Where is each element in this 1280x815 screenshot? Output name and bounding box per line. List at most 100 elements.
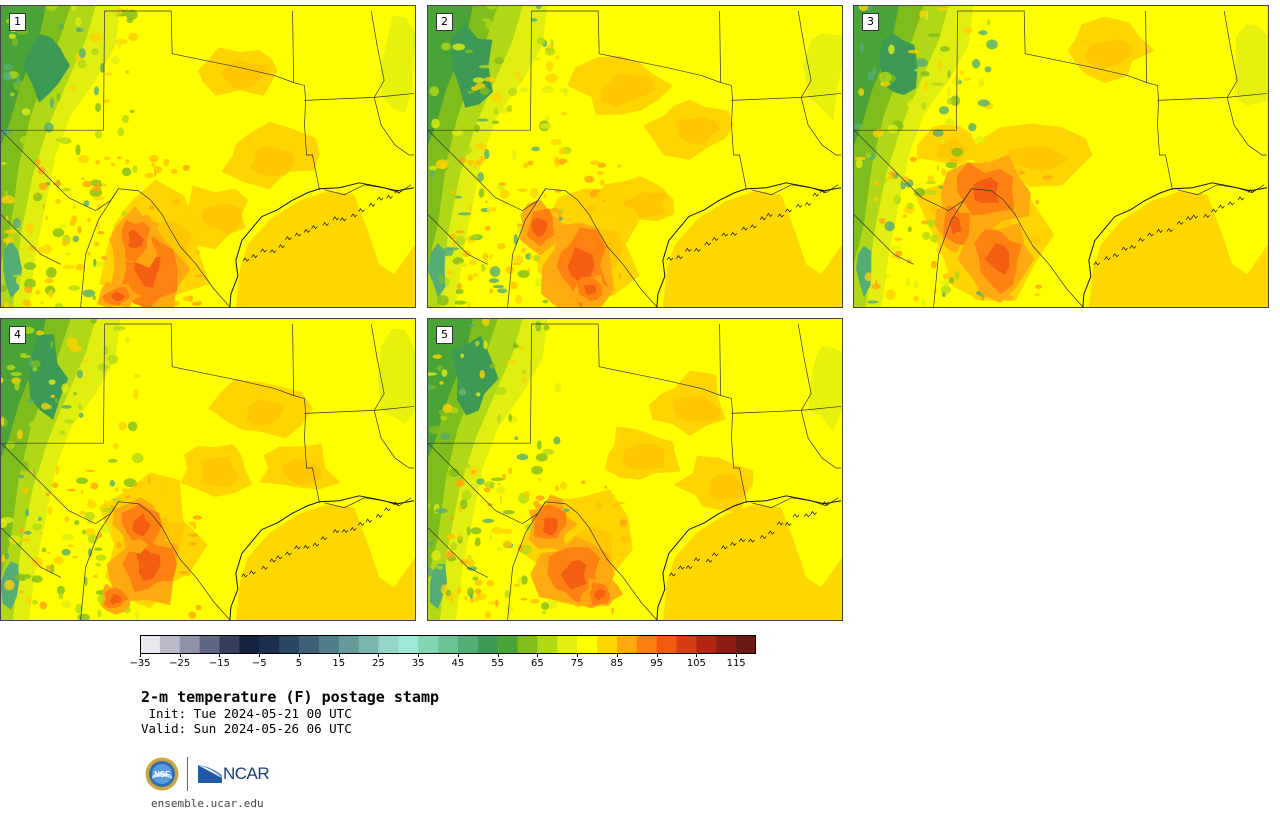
hot-speckle	[194, 274, 204, 278]
terrain-speckle	[553, 436, 561, 445]
very-hot-region	[110, 593, 122, 605]
hot-speckle	[508, 467, 513, 475]
colorbar-tick-label: 115	[726, 658, 746, 669]
colorbar-bin	[378, 635, 399, 654]
terrain-speckle	[97, 609, 102, 618]
coastline-detail	[294, 545, 301, 550]
terrain-speckle	[496, 486, 506, 495]
state-border	[797, 10, 812, 98]
hot-speckle	[464, 596, 468, 601]
terrain-speckle	[532, 254, 539, 262]
terrain-speckle	[75, 603, 84, 614]
hot-speckle	[510, 262, 521, 266]
terrain-speckle	[963, 77, 972, 81]
coastline-detail	[375, 513, 383, 518]
member-label-4: 4	[9, 326, 26, 344]
colorbar-tick-label: 25	[372, 658, 385, 669]
coastline-detail	[792, 513, 800, 518]
hot-speckle	[38, 182, 48, 191]
terrain-speckle	[457, 262, 469, 267]
cool-region	[380, 15, 415, 113]
source-url: ensemble.ucar.edu	[151, 797, 264, 810]
terrain-speckle	[446, 269, 453, 276]
hot-speckle	[67, 544, 74, 548]
hot-speckle	[188, 611, 197, 619]
state-border	[1, 442, 231, 620]
hot-speckle	[122, 488, 128, 492]
hot-speckle	[85, 469, 96, 472]
hot-speckle	[110, 505, 115, 509]
coastline-detail	[1185, 216, 1193, 221]
coastline-detail	[1211, 208, 1218, 213]
terrain-speckle	[459, 460, 468, 464]
logo-row: NSF NCAR	[145, 757, 270, 791]
terrain-speckle	[871, 103, 877, 109]
terrain-speckle	[947, 86, 951, 97]
coastline-detail	[711, 552, 719, 557]
hot-speckle	[35, 290, 41, 295]
terrain-speckle	[469, 235, 480, 240]
coastline-detail	[339, 217, 347, 222]
terrain-speckle	[492, 284, 505, 289]
terrain-speckle	[21, 108, 31, 116]
warm-core	[621, 443, 665, 470]
colorbar-bin	[517, 635, 538, 654]
terrain-speckle	[435, 565, 444, 570]
terrain-speckle	[45, 267, 57, 278]
hot-speckle	[93, 241, 100, 247]
coastline-detail	[261, 565, 268, 570]
terrain-speckle	[958, 80, 962, 85]
terrain-speckle	[94, 261, 106, 268]
hot-speckle	[490, 254, 493, 260]
terrain-speckle	[428, 384, 432, 391]
hot-speckle	[615, 501, 626, 505]
terrain-speckle	[554, 382, 562, 393]
terrain-speckle	[448, 400, 455, 404]
terrain-speckle	[925, 10, 929, 21]
terrain-speckle	[466, 301, 471, 307]
hot-speckle	[554, 485, 559, 492]
hot-speckle	[499, 495, 502, 502]
terrain-speckle	[439, 380, 444, 385]
colorbar-bin	[477, 635, 499, 654]
terrain-speckle	[445, 589, 452, 597]
terrain-speckle	[932, 129, 944, 137]
hot-speckle	[446, 533, 456, 540]
terrain-speckle	[535, 321, 542, 332]
colorbar-tickmark	[140, 654, 141, 657]
hot-speckle	[554, 156, 560, 165]
terrain-speckle	[437, 364, 443, 372]
hot-speckle	[457, 282, 462, 290]
state-border	[104, 323, 320, 503]
terrain-speckle	[133, 388, 139, 400]
terrain-speckle	[987, 19, 991, 26]
terrain-speckle	[879, 71, 892, 83]
hot-speckle	[73, 205, 76, 209]
terrain-speckle	[42, 244, 52, 255]
terrain-speckle	[877, 165, 883, 173]
terrain-speckle	[545, 73, 558, 83]
terrain-speckle	[441, 42, 451, 51]
terrain-speckle	[984, 66, 992, 73]
terrain-speckle	[78, 48, 86, 59]
terrain-speckle	[482, 518, 495, 524]
terrain-speckle	[452, 137, 465, 145]
terrain-speckle	[497, 414, 501, 424]
cool-region	[808, 345, 842, 432]
hot-speckle	[21, 538, 30, 542]
terrain-speckle	[1, 554, 5, 563]
terrain-speckle	[938, 106, 950, 115]
hot-speckle	[55, 198, 61, 204]
very-hot-region	[583, 284, 597, 295]
hot-speckle	[192, 524, 197, 530]
hot-speckle	[452, 241, 456, 248]
terrain-speckle	[499, 189, 510, 199]
hot-speckle	[191, 301, 201, 307]
coastline-detail	[759, 216, 767, 221]
terrain-speckle	[440, 432, 451, 440]
colorbar-tick-label: 55	[491, 658, 505, 669]
coastline-detail	[341, 528, 349, 534]
terrain-speckle	[858, 88, 865, 97]
warm-core	[221, 59, 268, 91]
coastline-detail	[705, 558, 713, 563]
